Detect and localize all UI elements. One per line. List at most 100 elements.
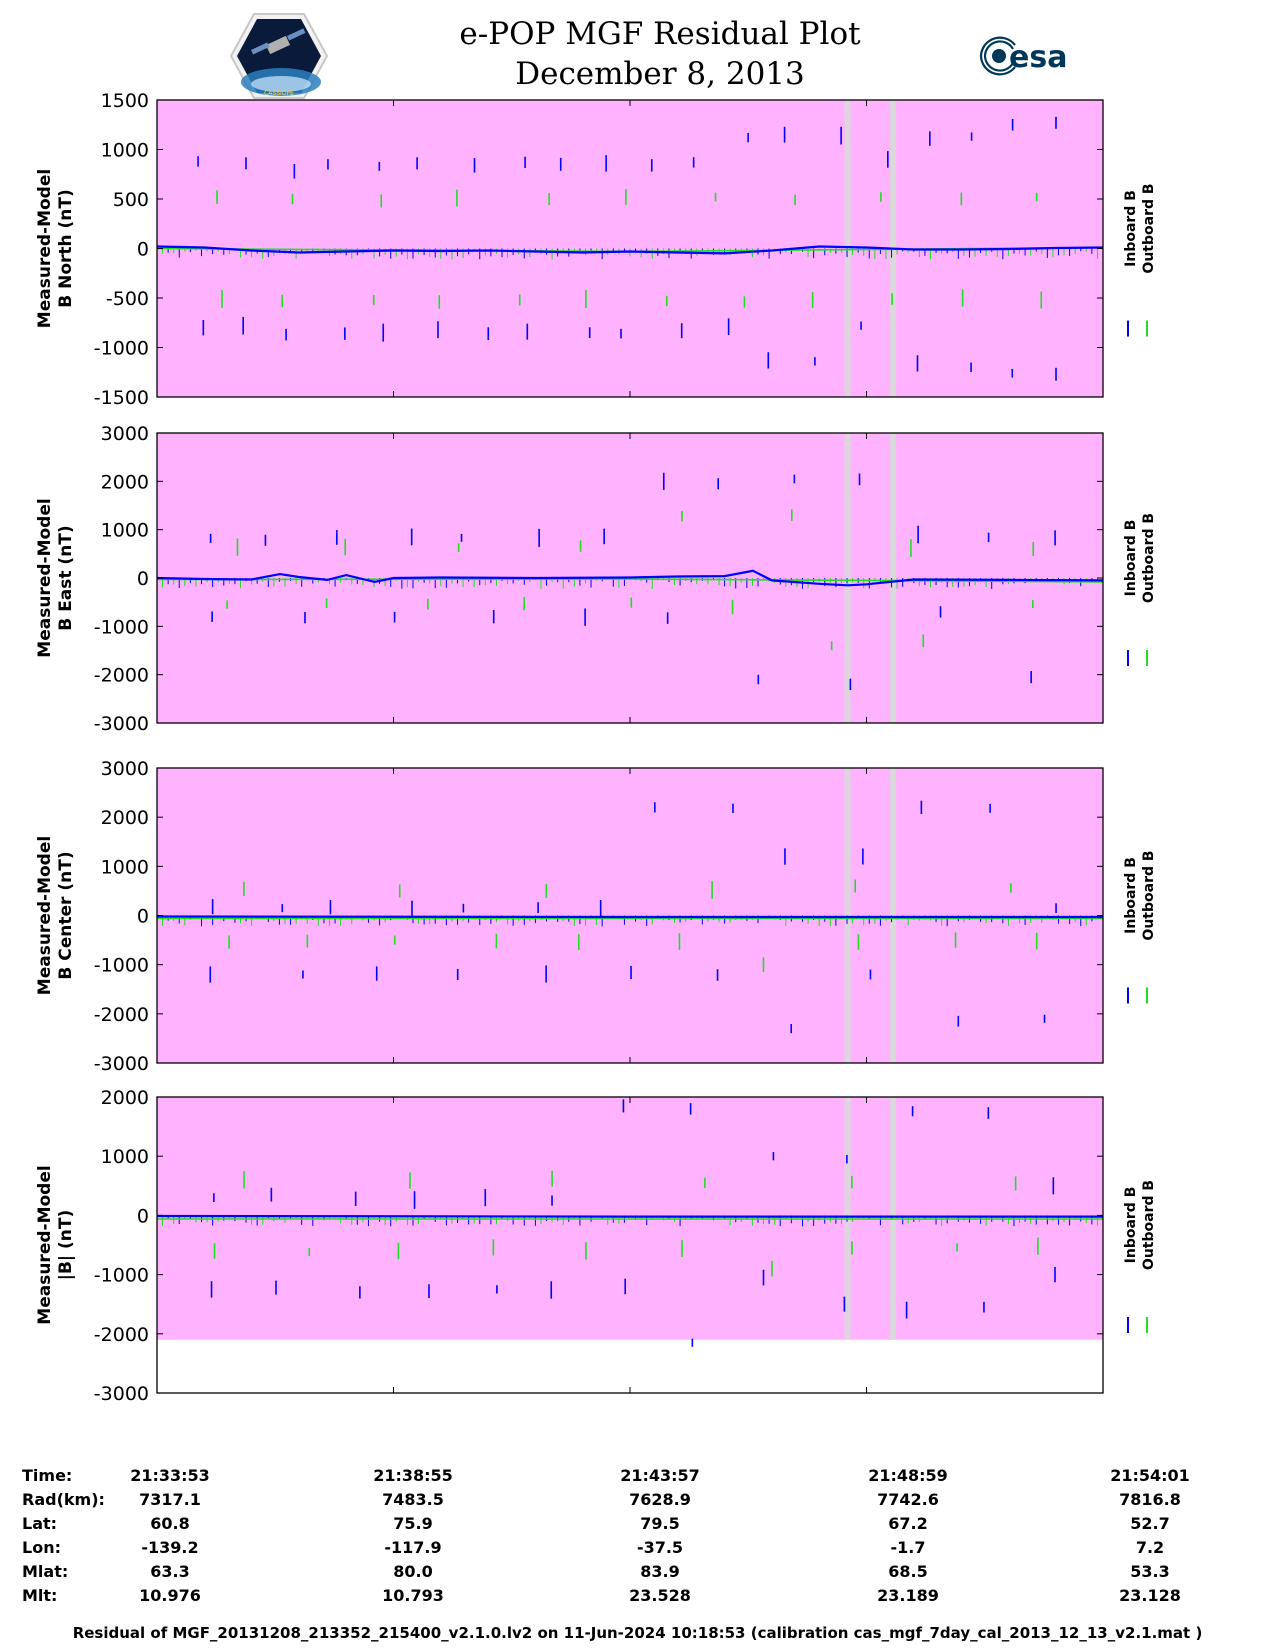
y-tick-label: 0 [137,568,149,590]
y-tick-label: -2000 [94,1004,149,1026]
footer-label-lon: Lon: [22,1538,61,1557]
gap-band-1 [890,768,896,1063]
y-tick-label: -3000 [94,1053,149,1075]
footer-lat-4: 52.7 [1130,1514,1170,1533]
footer-label-rad: Rad(km): [22,1490,105,1509]
footer-row-lon: Lon: -139.2 -117.9 -37.5 -1.7 7.2 [0,1536,1275,1560]
file-info-note: Residual of MGF_20131208_213352_215400_v… [72,1624,1203,1642]
footer-lat-1: 75.9 [393,1514,433,1533]
footer-mlt-4: 23.128 [1119,1586,1181,1605]
y-tick-label: -2000 [94,1324,149,1346]
legend-outboard-label: Outboard B [1141,850,1157,940]
panel-b-center: 3000 2000 1000 0 -1000 -2000 -3000 Measured-Mod… [35,758,1157,1075]
footer-mlt-1: 10.793 [382,1586,444,1605]
footer-lon-2: -37.5 [636,1538,684,1557]
panel-b-north: 1500 1000 500 0 -500 -1000 -1500 Measured-Model… [35,90,1157,409]
y-tick-label: 1000 [101,1146,149,1168]
y-axis-label-line1: Measured-Model [35,498,55,657]
footer-mlat-3: 68.5 [888,1562,928,1581]
footer-rad-2: 7628.9 [629,1490,691,1509]
y-axis-label-line1: Measured-Model [35,169,55,328]
footer-lat-0: 60.8 [150,1514,190,1533]
footer-label-mlat: Mlat: [22,1562,69,1581]
footer-mlat-1: 80.0 [393,1562,433,1581]
legend-inboard-label: Inboard B [1123,857,1139,934]
panel-b-magnitude: 2000 1000 0 -1000 -2000 -3000 Measured-Model|B… [35,1087,1157,1405]
y-axis-label-line1: Measured-Model [35,836,55,995]
footer-time-3: 21:48:59 [868,1466,948,1485]
footer-mlat-4: 53.3 [1130,1562,1170,1581]
footer-mlat-2: 83.9 [640,1562,680,1581]
y-tick-label: -3000 [94,713,149,735]
footer-mlt-3: 23.189 [877,1586,939,1605]
y-tick-label: 2000 [101,807,149,829]
footer-time-4: 21:54:01 [1110,1466,1190,1485]
y-tick-label: -1000 [94,1265,149,1287]
inboard-series-line [156,1214,1103,1218]
footer-lat-3: 67.2 [888,1514,928,1533]
legend-labels: Inboard B Outboard B [1123,513,1157,603]
panel-b-east: 3000 2000 1000 0 -1000 -2000 -3000 Measured-Mod… [35,423,1157,735]
legend-outboard-label: Outboard B [1141,1180,1157,1270]
y-axis-label-line2: B North (nT) [56,189,76,308]
y-tick-label: 500 [113,189,149,211]
legend-labels: Inboard B Outboard B [1123,850,1157,940]
y-tick-label: 1500 [101,90,149,112]
legend-inboard-label: Inboard B [1123,520,1139,597]
y-axis-label-line1: Measured-Model [35,1165,55,1324]
footer-rad-3: 7742.6 [877,1490,939,1509]
footer-label-lat: Lat: [22,1514,58,1533]
footer-label-mlt: Mlt: [22,1586,58,1605]
y-tick-label: 0 [137,239,149,261]
footer-mlat-0: 63.3 [150,1562,190,1581]
y-tick-label: 0 [137,1205,149,1227]
plot-title-line1: e-POP MGF Residual Plot [459,16,861,52]
inboard-series-line [156,245,1104,255]
y-tick-label: 2000 [101,471,149,493]
footer-row-rad: Rad(km): 7317.1 7483.5 7628.9 7742.6 781… [0,1488,1275,1512]
gap-band-0 [844,768,851,1063]
footer-row-time: Time: 21:33:53 21:38:55 21:43:57 21:48:5… [0,1464,1275,1488]
footer-rad-0: 7317.1 [139,1490,201,1509]
y-tick-label: -2000 [94,665,149,687]
y-tick-label: 3000 [101,423,149,445]
plot-title-date: December 8, 2013 [515,56,805,92]
y-tick-label: 0 [137,906,149,928]
y-axis-label-b-east: Measured-ModelB East (nT) [35,498,76,657]
footer-time-2: 21:43:57 [620,1466,700,1485]
y-axis-label-b-north: Measured-ModelB North (nT) [35,169,76,328]
footer-mlt-2: 23.528 [629,1586,691,1605]
footer-lon-0: -139.2 [141,1538,199,1557]
cassiope-logo-icon: CASSIOPE [229,13,329,99]
y-tick-label: 1000 [101,140,149,162]
y-tick-label: 1000 [101,856,149,878]
y-tick-label: -1000 [94,616,149,638]
esa-logo-icon: esa [979,36,1067,76]
footer-row-mlat: Mlat: 63.3 80.0 83.9 68.5 53.3 [0,1560,1275,1584]
esa-logo-text: esa [1009,40,1067,75]
footer-lon-1: -117.9 [384,1538,442,1557]
footer-lat-2: 79.5 [640,1514,680,1533]
footer-row-mlt: Mlt: 10.976 10.793 23.528 23.189 23.128 [0,1584,1275,1608]
y-axis-label-b-center: Measured-ModelB Center (nT) [35,836,76,995]
footer-time-1: 21:38:55 [373,1466,453,1485]
footer-row-lat: Lat: 60.8 75.9 79.5 67.2 52.7 [0,1512,1275,1536]
y-tick-label: -500 [106,288,149,310]
footer-rad-1: 7483.5 [382,1490,444,1509]
legend-inboard-label: Inboard B [1123,1187,1139,1264]
footer-lon-4: 7.2 [1135,1538,1165,1557]
legend-outboard-label: Outboard B [1141,183,1157,273]
gap-band-0 [844,433,851,723]
residual-chart: 1500 1000 500 0 -500 -1000 -1500 Measured-Model… [35,90,1157,1405]
footer-lon-3: -1.7 [890,1538,926,1557]
cassiope-logo-text: CASSIOPE [264,90,294,97]
y-axis-label-line2: |B| (nT) [56,1210,76,1281]
plot-title: e-POP MGF Residual Plot December 8, 2013 [330,14,990,94]
footer-time-0: 21:33:53 [130,1466,210,1485]
footer-mlt-0: 10.976 [139,1586,201,1605]
legend-inboard-label: Inboard B [1123,190,1139,267]
y-tick-label: -1000 [94,338,149,360]
legend-labels: Inboard B Outboard B [1123,1180,1157,1270]
legend-outboard-label: Outboard B [1141,513,1157,603]
footer-rad-4: 7816.8 [1119,1490,1181,1509]
